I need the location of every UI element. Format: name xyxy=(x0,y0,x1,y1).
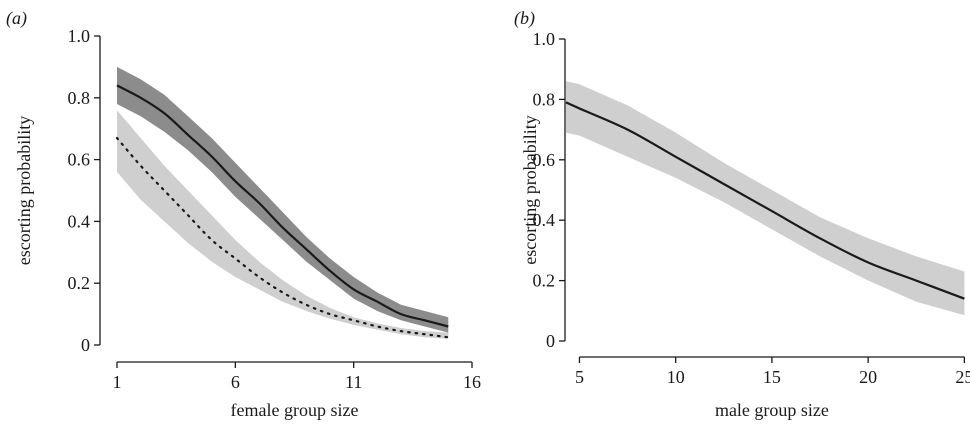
y-tick-label: 0 xyxy=(81,335,90,355)
y-tick-label: 0.2 xyxy=(68,273,91,293)
y-tick-label: 1.0 xyxy=(68,26,91,46)
x-tick-label: 15 xyxy=(763,367,781,387)
series-line-0 xyxy=(565,101,965,300)
y-tick-label: 0.2 xyxy=(533,271,556,291)
y-tick-label: 0 xyxy=(546,331,555,351)
panel-b-bands xyxy=(566,81,965,316)
x-tick-label: 6 xyxy=(231,372,240,392)
x-tick-label: 10 xyxy=(667,367,685,387)
x-tick-label: 20 xyxy=(859,367,877,387)
x-tick-label: 1 xyxy=(113,372,122,392)
x-tick-label: 11 xyxy=(345,372,362,392)
x-tick-label: 16 xyxy=(463,372,481,392)
y-tick-label: 0.6 xyxy=(533,150,556,170)
y-tick-label: 1.0 xyxy=(533,29,556,49)
y-tick-label: 0.8 xyxy=(68,88,91,108)
panel-a-y-axis-label: escorting probability xyxy=(14,116,34,265)
y-tick-label: 0.4 xyxy=(68,211,91,231)
series-line-0 xyxy=(116,84,449,328)
confidence-band-0 xyxy=(566,81,965,316)
x-tick-label: 25 xyxy=(955,367,970,387)
series-line-1 xyxy=(115,136,450,339)
panel-a-x-axis-label: female group size xyxy=(231,400,359,420)
panel-b: (b) 0 0.2 0.4 0.6 0.8 1.0 5 10 15 20 25 male group… xyxy=(514,8,970,420)
confidence-band-0 xyxy=(117,66,449,333)
panel-b-x-axis-label: male group size xyxy=(715,400,829,420)
x-tick-label: 5 xyxy=(575,367,584,387)
panel-b-axes: 0 0.2 0.4 0.6 0.8 1.0 5 10 15 20 25 xyxy=(533,29,970,387)
confidence-band-1 xyxy=(117,110,449,339)
panel-a-lines xyxy=(115,84,450,339)
y-tick-label: 0.6 xyxy=(68,150,91,170)
y-tick-label: 0.8 xyxy=(533,89,556,109)
panel-b-y-axis-label: escorting probability xyxy=(520,115,540,264)
y-tick-label: 0.4 xyxy=(533,210,556,230)
panel-a-label: (a) xyxy=(6,8,27,29)
panel-a-bands xyxy=(117,66,449,339)
panel-b-label: (b) xyxy=(514,8,535,29)
panel-b-lines xyxy=(565,101,965,300)
panel-a-axes: 00.20.40.60.81.01 6 11 16 xyxy=(68,26,482,392)
panel-a: (a) 00.20.40.60.81.01 6 11 16 female group … xyxy=(6,8,481,420)
